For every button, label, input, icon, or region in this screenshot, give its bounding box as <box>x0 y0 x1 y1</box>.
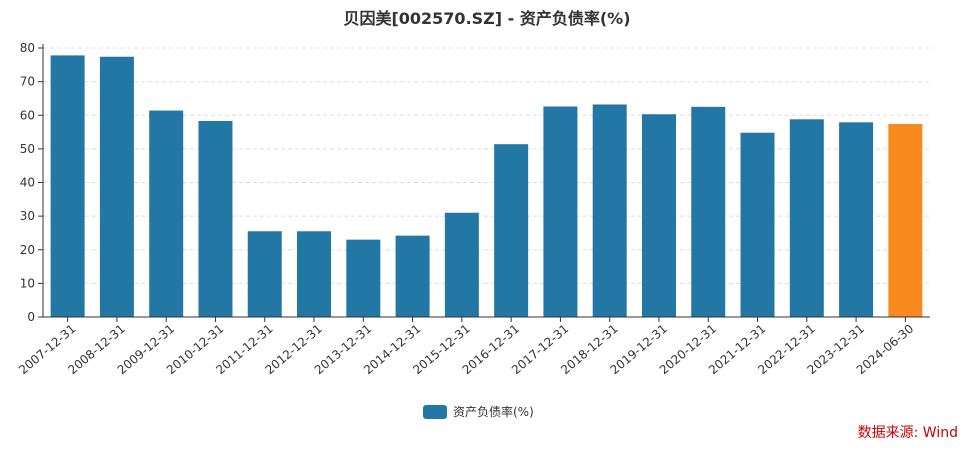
y-tick-label: 0 <box>27 310 35 324</box>
chart-title: 贝因美[002570.SZ] - 资产负债率(%) <box>343 9 630 28</box>
y-tick-label: 70 <box>20 75 35 89</box>
bar-2023-12-31 <box>839 122 874 317</box>
y-tick-label: 80 <box>20 41 35 55</box>
bar-2015-12-31 <box>444 212 479 317</box>
bar-2011-12-31 <box>247 231 282 317</box>
legend: 资产负债率(%) <box>423 404 534 419</box>
bars <box>50 55 923 318</box>
bar-2008-12-31 <box>99 56 134 318</box>
bar-2020-12-31 <box>691 106 726 317</box>
bar-2007-12-31 <box>50 55 85 318</box>
y-axis: 0 10 20 30 40 50 60 70 80 <box>20 41 44 324</box>
source-note: 数据来源: Wind <box>858 425 958 441</box>
bar-2022-12-31 <box>789 119 824 317</box>
bar-2009-12-31 <box>149 110 184 317</box>
bar-2016-12-31 <box>494 144 529 317</box>
x-axis: 2007-12-312008-12-312009-12-312010-12-31… <box>16 316 930 377</box>
y-tick-label: 30 <box>20 209 35 223</box>
y-tick-label: 50 <box>20 142 35 156</box>
bar-2013-12-31 <box>346 239 381 317</box>
legend-swatch <box>423 405 447 419</box>
bar-2024-06-30 <box>888 123 923 318</box>
y-tick-label: 60 <box>20 108 35 122</box>
bar-2012-12-31 <box>297 231 332 317</box>
gridlines <box>43 47 930 284</box>
bar-2018-12-31 <box>592 104 627 318</box>
y-tick-label: 20 <box>20 243 35 257</box>
y-tick-label: 40 <box>20 176 35 190</box>
bar-2010-12-31 <box>198 120 233 317</box>
legend-label: 资产负债率(%) <box>453 404 534 419</box>
bar-2017-12-31 <box>543 106 578 317</box>
y-tick-label: 10 <box>20 276 35 290</box>
bar-2021-12-31 <box>740 132 775 317</box>
bar-2014-12-31 <box>395 235 430 317</box>
bar-2019-12-31 <box>641 114 676 318</box>
